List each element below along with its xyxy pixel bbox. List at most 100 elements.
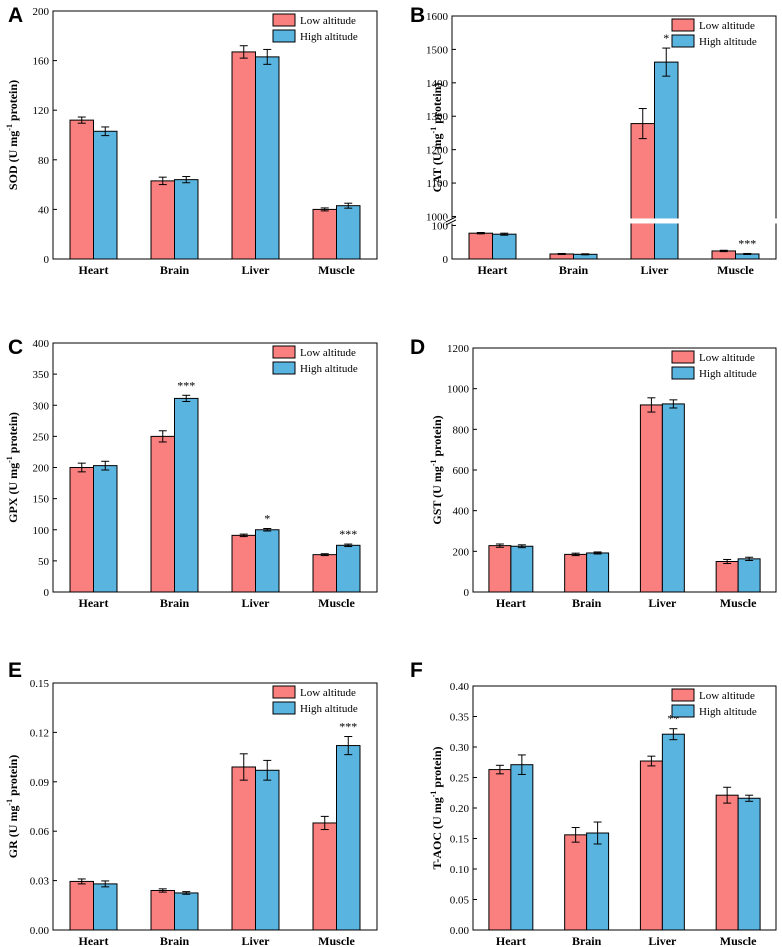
y-tick-label: 40 (38, 204, 50, 216)
y-tick-label: 0 (464, 587, 470, 599)
bar-low-altitude (231, 51, 256, 260)
y-axis-label-part: protein) (430, 746, 444, 790)
x-category-label: Brain (160, 263, 190, 277)
y-axis-label-part: T-AOC (U mg (430, 797, 444, 869)
y-axis-label-part: GST (U mg (430, 466, 444, 524)
y-tick-label: 0.00 (30, 925, 50, 937)
bar-high-altitude (737, 797, 761, 931)
panel-label: B (410, 4, 425, 27)
y-tick-label: 80 (38, 155, 50, 167)
bar-high-altitude (336, 745, 361, 931)
y-tick-label: 400 (453, 506, 470, 518)
legend-swatch (272, 13, 296, 27)
y-tick-label: 1300 (426, 111, 449, 123)
chart-panel-d: D 0 200 400 600 800 1000 1200 GST (U mg-1 protei… (410, 336, 777, 610)
chart-panel-a: A 0 40 80 120 160 200 SOD (U mg-1 protein) Heart… (5, 4, 378, 277)
y-tick-label: 0.09 (30, 777, 50, 789)
y-axis-label-part: CAT (U mg (430, 133, 444, 192)
y-tick-label: 0.06 (30, 826, 50, 838)
legend-swatch (671, 704, 695, 718)
x-category-label: Heart (478, 263, 508, 277)
chart-panel-f: F 0.00 0.05 0.10 0.15 0.20 0.25 0.30 0.35 0.40 T-A… (410, 659, 777, 947)
y-tick-label: 200 (33, 6, 50, 18)
bar-high-altitude (255, 529, 280, 593)
bar-low-altitude (231, 534, 256, 593)
y-tick-label: 0.30 (450, 742, 470, 754)
y-axis-label: GPX (U mg-1 protein) (5, 412, 20, 523)
legend-swatch (272, 361, 296, 375)
y-tick-label: 200 (453, 546, 470, 558)
panel-label: D (410, 336, 425, 359)
x-category-label: Heart (79, 263, 109, 277)
y-tick-label: 0 (443, 254, 449, 266)
y-tick-label: 0 (44, 254, 50, 266)
panel-label: F (410, 659, 423, 682)
bar-low-altitude (150, 889, 175, 931)
bar-high-altitude (336, 205, 361, 260)
axis-break-gap (446, 218, 782, 224)
bar-high-altitude (255, 769, 280, 931)
legend-label: Low altitude (699, 352, 755, 364)
x-category-label: Brain (559, 263, 589, 277)
y-tick-label: 1000 (447, 384, 470, 396)
legend-label: Low altitude (300, 347, 356, 359)
x-category-label: Liver (641, 263, 670, 277)
x-category-label: Brain (160, 934, 190, 947)
panel-label: A (8, 4, 23, 27)
x-category-label: Muscle (717, 263, 754, 277)
y-tick-label: 0.00 (450, 925, 470, 937)
bar-low-altitude (150, 180, 175, 260)
bar-low-altitude (639, 760, 663, 931)
y-tick-label: 0.05 (450, 895, 470, 907)
y-tick-label: 0.03 (30, 876, 50, 888)
y-tick-label: 0 (44, 587, 50, 599)
legend-label: Low altitude (300, 15, 356, 27)
y-tick-label: 250 (33, 431, 50, 443)
bar-high-altitude (93, 130, 118, 260)
y-tick-label: 1500 (426, 44, 449, 56)
axis-break-slash (445, 219, 457, 226)
bar-low-altitude (639, 404, 663, 593)
bar-high-altitude (492, 233, 517, 260)
legend-swatch (671, 350, 695, 364)
legend-label: High altitude (300, 31, 358, 43)
x-category-label: Brain (160, 596, 190, 610)
x-category-label: Liver (242, 934, 271, 947)
y-axis-label-superscript: -1 (5, 799, 14, 806)
bar-low-altitude (715, 561, 739, 593)
y-axis-label-superscript: -1 (429, 791, 438, 798)
significance-marker: *** (339, 527, 357, 541)
bar-high-altitude (661, 733, 685, 931)
y-tick-label: 1200 (426, 145, 449, 157)
bar-low-altitude (69, 880, 95, 931)
y-axis-label-superscript: -1 (5, 456, 14, 463)
bar-low-altitude (150, 435, 175, 593)
legend-label: High altitude (699, 706, 757, 718)
x-category-label: Liver (648, 934, 677, 947)
significance-marker: * (663, 31, 669, 45)
legend-swatch (272, 345, 296, 359)
y-tick-label: 50 (38, 556, 50, 568)
y-axis-label: SOD (U mg-1 protein) (5, 80, 20, 190)
bar-low-altitude (564, 834, 588, 931)
significance-marker: *** (738, 236, 756, 250)
y-axis-label-part: GPX (U mg (6, 463, 20, 523)
x-category-label: Liver (648, 596, 677, 610)
y-axis-label: GST (U mg-1 protein) (429, 415, 444, 524)
bar-low-altitude (488, 769, 512, 931)
y-tick-label: 350 (33, 369, 50, 381)
y-axis-label-part: SOD (U mg (6, 131, 20, 190)
bar-low-altitude (488, 545, 512, 593)
bar-high-altitude (586, 832, 610, 931)
y-tick-label: 120 (33, 105, 50, 117)
y-tick-label: 0.10 (450, 864, 470, 876)
y-axis-label-part: protein) (6, 412, 20, 456)
bar-high-altitude (586, 552, 610, 593)
plot-frame (52, 682, 378, 931)
y-tick-label: 0.25 (450, 773, 470, 785)
legend-label: Low altitude (300, 687, 356, 699)
plot-frame (52, 10, 378, 260)
significance-marker: *** (339, 720, 357, 734)
